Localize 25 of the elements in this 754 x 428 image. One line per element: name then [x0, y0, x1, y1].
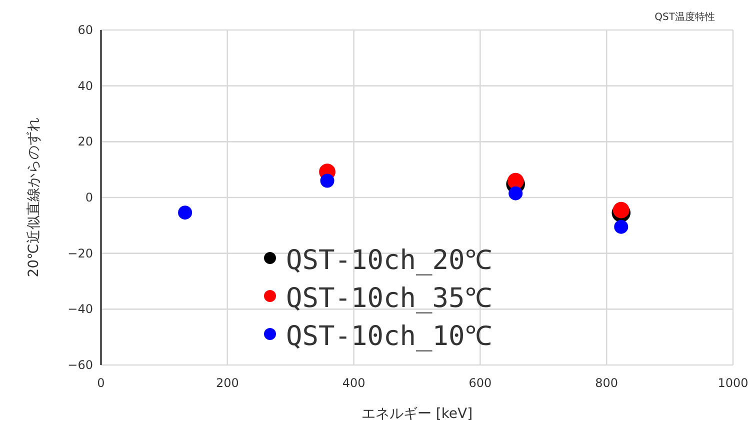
x-tick-label: 800: [595, 376, 618, 390]
y-axis-title: 20℃近似直線からのずれ: [26, 118, 42, 278]
x-tick-label: 0: [97, 376, 105, 390]
x-axis-title: エネルギー [keV]: [361, 406, 473, 422]
y-tick-label: 40: [78, 78, 93, 93]
legend-label: QST-10ch_35℃: [286, 283, 492, 314]
point: [178, 206, 192, 220]
legend-label: QST-10ch_20℃: [286, 245, 492, 276]
y-tick-label: −60: [68, 358, 93, 372]
y-tick-label: −20: [68, 246, 93, 260]
x-tick-label: 1000: [718, 376, 748, 390]
y-tick-label: 60: [78, 23, 93, 37]
x-tick-label: 600: [468, 376, 492, 390]
point: [612, 202, 630, 218]
x-tick-label: 200: [216, 376, 239, 390]
y-tick-label: 0: [85, 190, 93, 204]
y-tick-label: −40: [68, 302, 93, 316]
x-tick-label: 400: [342, 376, 366, 390]
legend-label: QST-10ch_10℃: [286, 321, 492, 352]
y-tick-label: 20: [78, 134, 93, 149]
point: [614, 220, 628, 234]
point: [508, 186, 523, 200]
point: [320, 174, 334, 188]
chart-title: QST温度特性: [654, 11, 715, 23]
point: [507, 172, 524, 190]
